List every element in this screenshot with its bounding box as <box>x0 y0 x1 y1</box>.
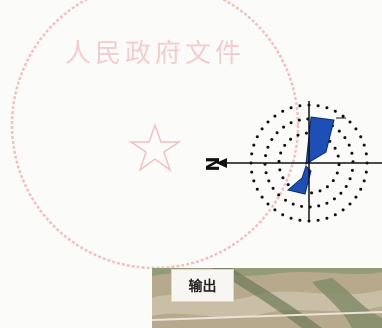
wind-rose-dot <box>275 131 279 135</box>
wind-rose-dot <box>266 120 270 124</box>
wind-rose-dot <box>350 168 354 172</box>
wind-rose-dot <box>354 127 358 131</box>
wind-rose-petal-south <box>286 165 312 195</box>
wind-rose-dot <box>343 136 347 140</box>
wind-rose-dot <box>298 218 302 222</box>
wind-rose-dot <box>298 104 302 108</box>
wind-rose-dot <box>333 213 337 217</box>
map-label: 输出 <box>171 269 234 302</box>
wind-rose-dot <box>348 202 352 206</box>
wind-rose-dot <box>325 216 329 220</box>
wind-rose-dot <box>333 109 337 113</box>
wind-rose-dot <box>341 208 345 212</box>
wind-rose-dot <box>325 106 329 110</box>
wind-rose-dot <box>279 151 283 155</box>
wind-rose-dot <box>296 133 300 137</box>
wind-rose-dot <box>344 185 348 188</box>
wind-rose-dot <box>333 146 337 150</box>
wind-rose-dot <box>336 154 340 158</box>
wind-rose-dot <box>273 114 277 118</box>
wind-rose-dot <box>271 186 275 190</box>
wind-rose-dot <box>282 125 286 129</box>
wind-rose: N <box>201 101 382 223</box>
wind-rose-dot <box>362 143 366 147</box>
wind-rose-dot <box>318 189 322 193</box>
wind-rose-dot <box>252 143 256 147</box>
wind-rose-dot <box>289 121 293 125</box>
north-label: N <box>201 156 222 171</box>
wind-rose-dot <box>286 183 290 187</box>
wind-rose-dot <box>317 204 321 208</box>
wind-rose-dot <box>300 204 304 208</box>
wind-rose-dot <box>260 127 264 131</box>
wind-rose-dot <box>250 170 254 174</box>
wind-rose-dot <box>364 152 368 156</box>
wind-rose-dot <box>337 163 341 167</box>
wind-rose-dot <box>255 135 259 139</box>
wind-rose-dot <box>252 179 256 183</box>
wind-rose-dot <box>277 159 281 163</box>
wind-rose-dot <box>339 191 343 195</box>
wind-rose-dot <box>270 138 274 141</box>
wind-rose-dot <box>332 197 336 201</box>
wind-rose-dot <box>335 171 339 175</box>
wind-rose-dot <box>266 202 270 206</box>
official-seal <box>10 0 300 270</box>
wind-rose-dot <box>281 213 285 217</box>
wind-rose-dot <box>325 185 329 189</box>
wind-rose-dot <box>278 168 282 172</box>
north-arrow-icon <box>216 158 227 168</box>
aerial-map <box>152 268 382 328</box>
wind-rose-dot <box>267 179 271 183</box>
wind-rose-dot <box>337 129 341 133</box>
wind-rose-dot <box>266 145 270 149</box>
seal-star-icon <box>128 122 182 172</box>
wind-rose-dot <box>331 179 335 183</box>
wind-rose-dot <box>316 104 320 108</box>
wind-rose-dot <box>273 208 277 212</box>
wind-rose-dot <box>250 152 254 156</box>
seal-text: 人民政府文件 <box>65 39 245 69</box>
wind-rose-dot <box>255 187 259 191</box>
wind-rose-dot <box>284 198 287 202</box>
wind-rose-dot <box>354 195 358 199</box>
wind-rose-dot <box>359 135 363 139</box>
wind-rose-dot <box>364 170 368 174</box>
wind-rose-dot <box>348 177 352 181</box>
wind-rose-dot <box>359 187 363 191</box>
wind-rose-dot <box>289 137 293 141</box>
wind-rose-petal-north <box>305 116 335 165</box>
wind-rose-dot <box>316 218 320 222</box>
wind-rose-dot <box>289 216 293 220</box>
wind-rose-dot <box>297 118 301 122</box>
wind-rose-dot <box>277 193 281 197</box>
wind-rose-dot <box>291 202 295 206</box>
wind-rose-dot <box>281 109 285 113</box>
wind-rose-dots <box>249 103 369 223</box>
wind-rose-dot <box>310 191 314 195</box>
wind-rose-dot <box>362 179 366 183</box>
wind-rose-dot <box>325 201 329 205</box>
wind-rose-dot <box>283 143 287 147</box>
wind-rose-dot <box>264 154 268 158</box>
wind-rose-dot <box>350 151 354 155</box>
wind-rose-dot <box>347 143 351 147</box>
wind-rose-dot <box>260 195 264 199</box>
wind-rose-dot <box>281 176 285 180</box>
wind-rose-dot <box>348 120 352 124</box>
wind-rose-dot <box>289 106 293 110</box>
wind-rose-dot <box>341 114 345 118</box>
wind-rose-dot <box>264 171 268 175</box>
wind-rose-dot <box>304 131 308 135</box>
